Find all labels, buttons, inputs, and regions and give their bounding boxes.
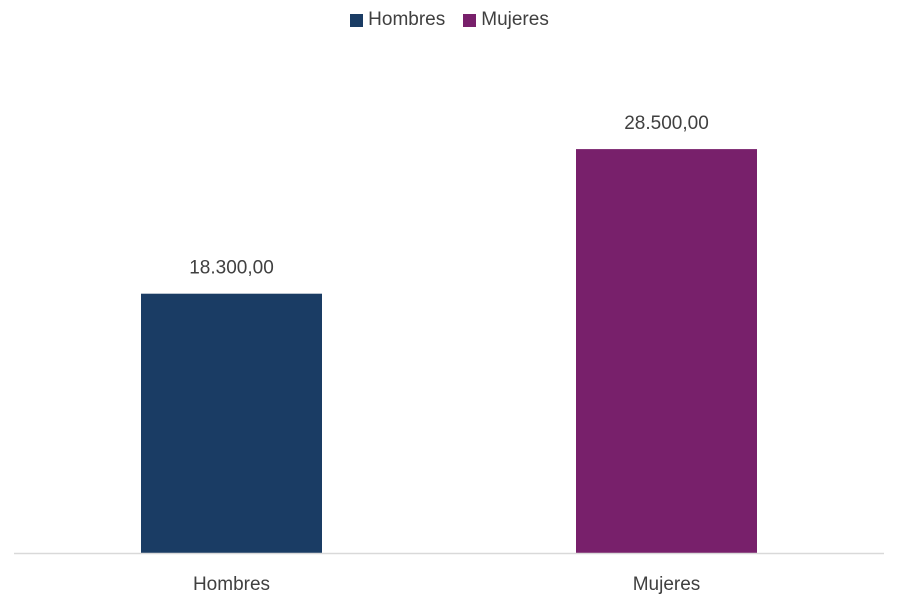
data-label-mujeres: 28.500,00 <box>624 113 709 134</box>
legend-label-hombres: Hombres <box>368 9 446 30</box>
chart-legend: Hombres Mujeres <box>0 8 899 32</box>
x-tick-label-hombres: Hombres <box>193 574 270 595</box>
x-tick-label-mujeres: Mujeres <box>633 574 701 595</box>
legend-item-mujeres: Mujeres <box>463 9 549 31</box>
legend-swatch-mujeres <box>463 13 477 27</box>
legend-label-mujeres: Mujeres <box>481 9 549 30</box>
bar-hombres <box>141 293 322 553</box>
legend-item-hombres: Hombres <box>350 9 445 31</box>
legend-swatch-hombres <box>350 13 364 27</box>
data-label-hombres: 18.300,00 <box>189 258 274 279</box>
bar-mujeres <box>576 149 757 553</box>
